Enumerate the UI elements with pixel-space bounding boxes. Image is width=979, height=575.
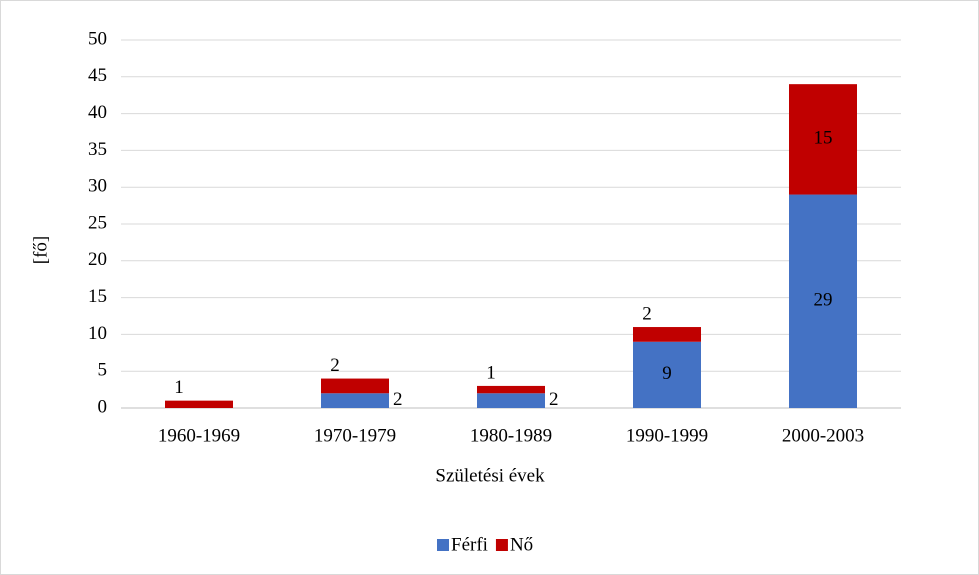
bar-segment xyxy=(633,341,701,408)
legend-label: Férfi xyxy=(451,534,488,555)
y-tick-label: 15 xyxy=(88,286,107,307)
y-tick-label: 35 xyxy=(88,139,107,160)
y-tick-label: 50 xyxy=(88,28,107,49)
y-tick-label: 20 xyxy=(88,249,107,270)
x-tick-label: 1980-1989 xyxy=(470,425,552,446)
y-tick-label: 30 xyxy=(88,176,107,197)
x-tick-label: 1990-1999 xyxy=(626,425,708,446)
data-label: 1 xyxy=(174,377,184,398)
bar-segment xyxy=(789,84,857,195)
bar-segment xyxy=(477,385,545,394)
legend-swatch xyxy=(437,539,449,551)
y-tick-label: 40 xyxy=(88,102,107,123)
y-axis-title: [fő] xyxy=(30,236,51,264)
data-label: 2 xyxy=(549,389,559,410)
bar-segment xyxy=(321,378,389,394)
bar-segment xyxy=(165,400,233,408)
data-label: 9 xyxy=(662,363,672,384)
x-axis-title: Születési évek xyxy=(435,465,545,486)
x-tick-label: 2000-2003 xyxy=(782,425,864,446)
y-tick-label: 45 xyxy=(88,65,107,86)
data-label: 1 xyxy=(486,362,496,383)
bar-segment xyxy=(633,327,701,342)
x-tick-label: 1970-1979 xyxy=(314,425,396,446)
data-label: 2 xyxy=(330,355,340,376)
data-label: 15 xyxy=(814,128,833,149)
y-tick-label: 25 xyxy=(88,212,107,233)
x-tick-label: 1960-1969 xyxy=(158,425,240,446)
y-tick-label: 0 xyxy=(98,396,108,417)
bar-segment xyxy=(321,393,389,408)
data-label: 2 xyxy=(393,389,403,410)
legend-label: Nő xyxy=(510,534,533,555)
data-label: 29 xyxy=(814,290,833,311)
y-tick-label: 10 xyxy=(88,323,107,344)
legend-swatch xyxy=(495,539,508,551)
y-tick-label: 5 xyxy=(98,360,108,381)
data-label: 2 xyxy=(642,303,652,324)
bar-segment xyxy=(789,194,857,408)
bar-segment xyxy=(477,393,545,408)
